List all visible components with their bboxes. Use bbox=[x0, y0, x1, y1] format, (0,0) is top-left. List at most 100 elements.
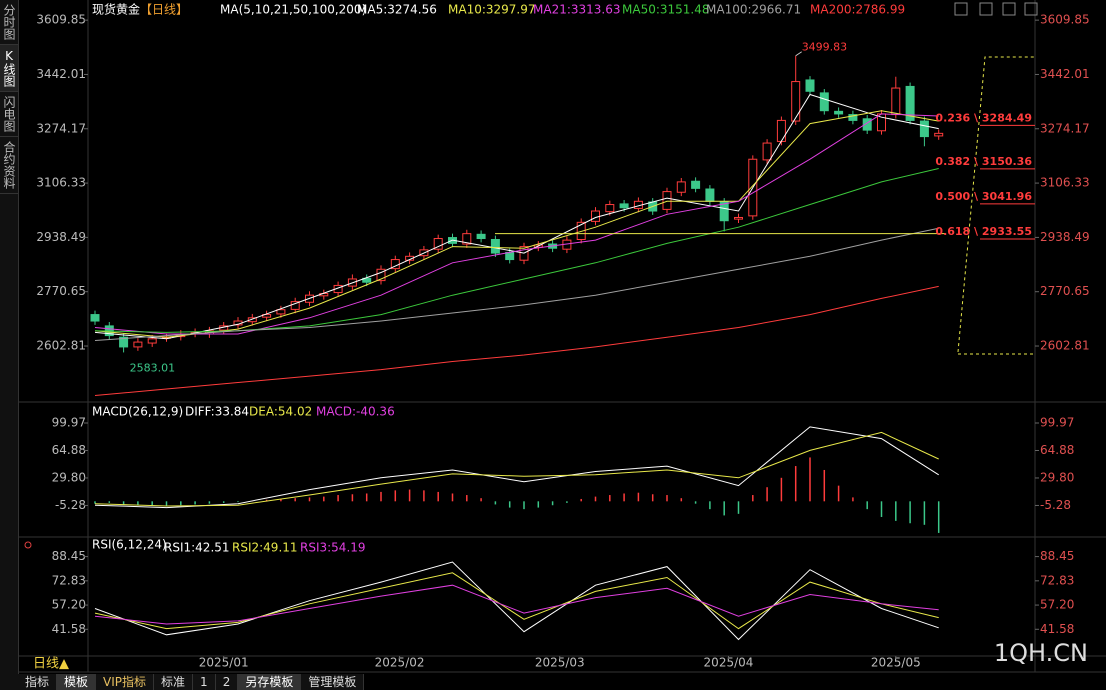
y-tick-label-right: 29.80 bbox=[1040, 470, 1074, 484]
legend-entry: MA5:3274.56 bbox=[357, 3, 437, 17]
toolbar-button[interactable]: 指标 bbox=[18, 674, 58, 690]
y-tick-label-right: 3106.33 bbox=[1040, 176, 1090, 190]
candle-body bbox=[791, 81, 801, 122]
legend-entry: RSI2:49.11 bbox=[232, 541, 298, 555]
side-tab[interactable]: 合约资料 bbox=[0, 137, 18, 194]
candle-body bbox=[133, 341, 143, 348]
fib-label: 0.382 \ 3150.36 bbox=[935, 155, 1032, 168]
high-annotation: 3499.83 bbox=[802, 41, 848, 54]
toolbar: 指标 模板 VIP指标 标准 1 2 另存模板 管理模板 bbox=[18, 674, 365, 690]
candle-body bbox=[905, 85, 915, 121]
candle-body bbox=[276, 309, 286, 315]
window-button[interactable] bbox=[1024, 2, 1038, 16]
candle-body bbox=[762, 142, 772, 161]
toolbar-button[interactable]: VIP指标 bbox=[96, 674, 155, 690]
series-line bbox=[94, 93, 939, 340]
candle-body bbox=[934, 132, 944, 137]
x-tick-label: 2025/02 bbox=[375, 656, 425, 670]
y-tick-label-right: 2602.81 bbox=[1040, 339, 1090, 353]
y-tick-label: 3442.01 bbox=[36, 67, 86, 81]
y-tick-label-right: 2770.65 bbox=[1040, 284, 1090, 298]
y-tick-label-right: 41.58 bbox=[1040, 622, 1074, 636]
indicator-label: MA(5,10,21,50,100,200) bbox=[220, 3, 366, 17]
legend-entry: MA50:3151.48 bbox=[622, 3, 710, 17]
x-tick-label: 2025/05 bbox=[871, 656, 921, 670]
series-line bbox=[94, 572, 939, 630]
y-tick-label-right: 3609.85 bbox=[1040, 13, 1090, 27]
candle-body bbox=[90, 314, 100, 322]
candle-body bbox=[848, 114, 858, 121]
y-tick-label: -5.28 bbox=[55, 498, 86, 512]
y-tick-label-right: 57.20 bbox=[1040, 598, 1074, 612]
panel-icon bbox=[24, 541, 32, 549]
x-tick-label: 2025/04 bbox=[704, 656, 754, 670]
y-tick-label-right: 3442.01 bbox=[1040, 67, 1090, 81]
indicator-label: MACD(26,12,9) bbox=[92, 405, 183, 419]
candle-body bbox=[147, 338, 157, 344]
toolbar-button[interactable]: 标准 bbox=[154, 674, 194, 690]
series-line bbox=[94, 431, 939, 507]
indicator-label: RSI(6,12,24) bbox=[92, 538, 167, 552]
y-tick-label: 64.88 bbox=[52, 443, 86, 457]
period-tab[interactable]: 日线▲ bbox=[33, 657, 69, 672]
side-tab[interactable]: 闪电图 bbox=[0, 92, 18, 137]
watermark: 1QH.CN bbox=[994, 639, 1088, 667]
y-tick-label: 2938.49 bbox=[36, 230, 86, 244]
x-tick-label: 2025/03 bbox=[535, 656, 585, 670]
low-annotation: 2583.01 bbox=[130, 361, 176, 374]
toolbar-button[interactable]: 模板 bbox=[57, 674, 97, 690]
y-tick-label: 57.20 bbox=[52, 598, 86, 612]
candle-body bbox=[433, 238, 443, 250]
candle-body bbox=[734, 216, 743, 220]
y-tick-label: 99.97 bbox=[52, 415, 86, 429]
fib-label: 0.618 \ 2933.55 bbox=[935, 225, 1032, 238]
series-line bbox=[94, 426, 939, 509]
y-tick-label-right: 88.45 bbox=[1040, 549, 1074, 563]
candle-body bbox=[676, 181, 686, 193]
window-button[interactable] bbox=[1002, 2, 1016, 16]
candle-body bbox=[662, 191, 672, 210]
legend-entry: MA10:3297.97 bbox=[448, 3, 536, 17]
side-tab[interactable]: K线图 bbox=[0, 45, 18, 92]
candle-body bbox=[619, 203, 629, 209]
y-tick-label-right: -5.28 bbox=[1040, 498, 1071, 512]
series-line bbox=[94, 285, 939, 396]
y-tick-label: 2602.81 bbox=[36, 339, 86, 353]
toolbar-button[interactable]: 管理模板 bbox=[301, 674, 365, 690]
x-tick-label: 2025/01 bbox=[199, 656, 249, 670]
y-tick-label-right: 3274.17 bbox=[1040, 121, 1090, 135]
candle-body bbox=[691, 180, 701, 189]
y-tick-label: 41.58 bbox=[52, 622, 86, 636]
y-tick-label-right: 72.83 bbox=[1040, 573, 1074, 587]
y-tick-label-right: 99.97 bbox=[1040, 415, 1074, 429]
toolbar-button[interactable]: 1 bbox=[193, 674, 216, 690]
candle-body bbox=[362, 277, 372, 283]
legend-entry: MA21:3313.63 bbox=[533, 3, 621, 17]
y-tick-label: 29.80 bbox=[52, 470, 86, 484]
candle-body bbox=[247, 317, 257, 323]
candle-body bbox=[834, 110, 844, 115]
side-tab[interactable]: 分时图 bbox=[0, 0, 18, 45]
candle-body bbox=[505, 251, 515, 261]
candle-body bbox=[462, 233, 472, 245]
high-pointer bbox=[795, 51, 802, 57]
window-button[interactable] bbox=[954, 2, 968, 16]
chart-title: 现货黄金 bbox=[92, 2, 140, 17]
candle-body bbox=[476, 233, 486, 240]
window-button[interactable] bbox=[979, 2, 993, 16]
projection-bracket bbox=[957, 56, 1035, 353]
series-line bbox=[94, 113, 939, 335]
series-line bbox=[94, 110, 939, 338]
legend-entry: MA100:2966.71 bbox=[706, 3, 801, 17]
y-tick-label: 3609.85 bbox=[36, 13, 86, 27]
candle-body bbox=[719, 201, 729, 222]
chart-period: 【日线】 bbox=[140, 3, 188, 17]
toolbar-button[interactable]: 另存模板 bbox=[238, 674, 302, 690]
candle-body bbox=[891, 87, 901, 116]
legend-entry: RSI3:54.19 bbox=[300, 541, 366, 555]
toolbar-button[interactable]: 2 bbox=[215, 674, 239, 690]
candle-body bbox=[919, 120, 929, 138]
